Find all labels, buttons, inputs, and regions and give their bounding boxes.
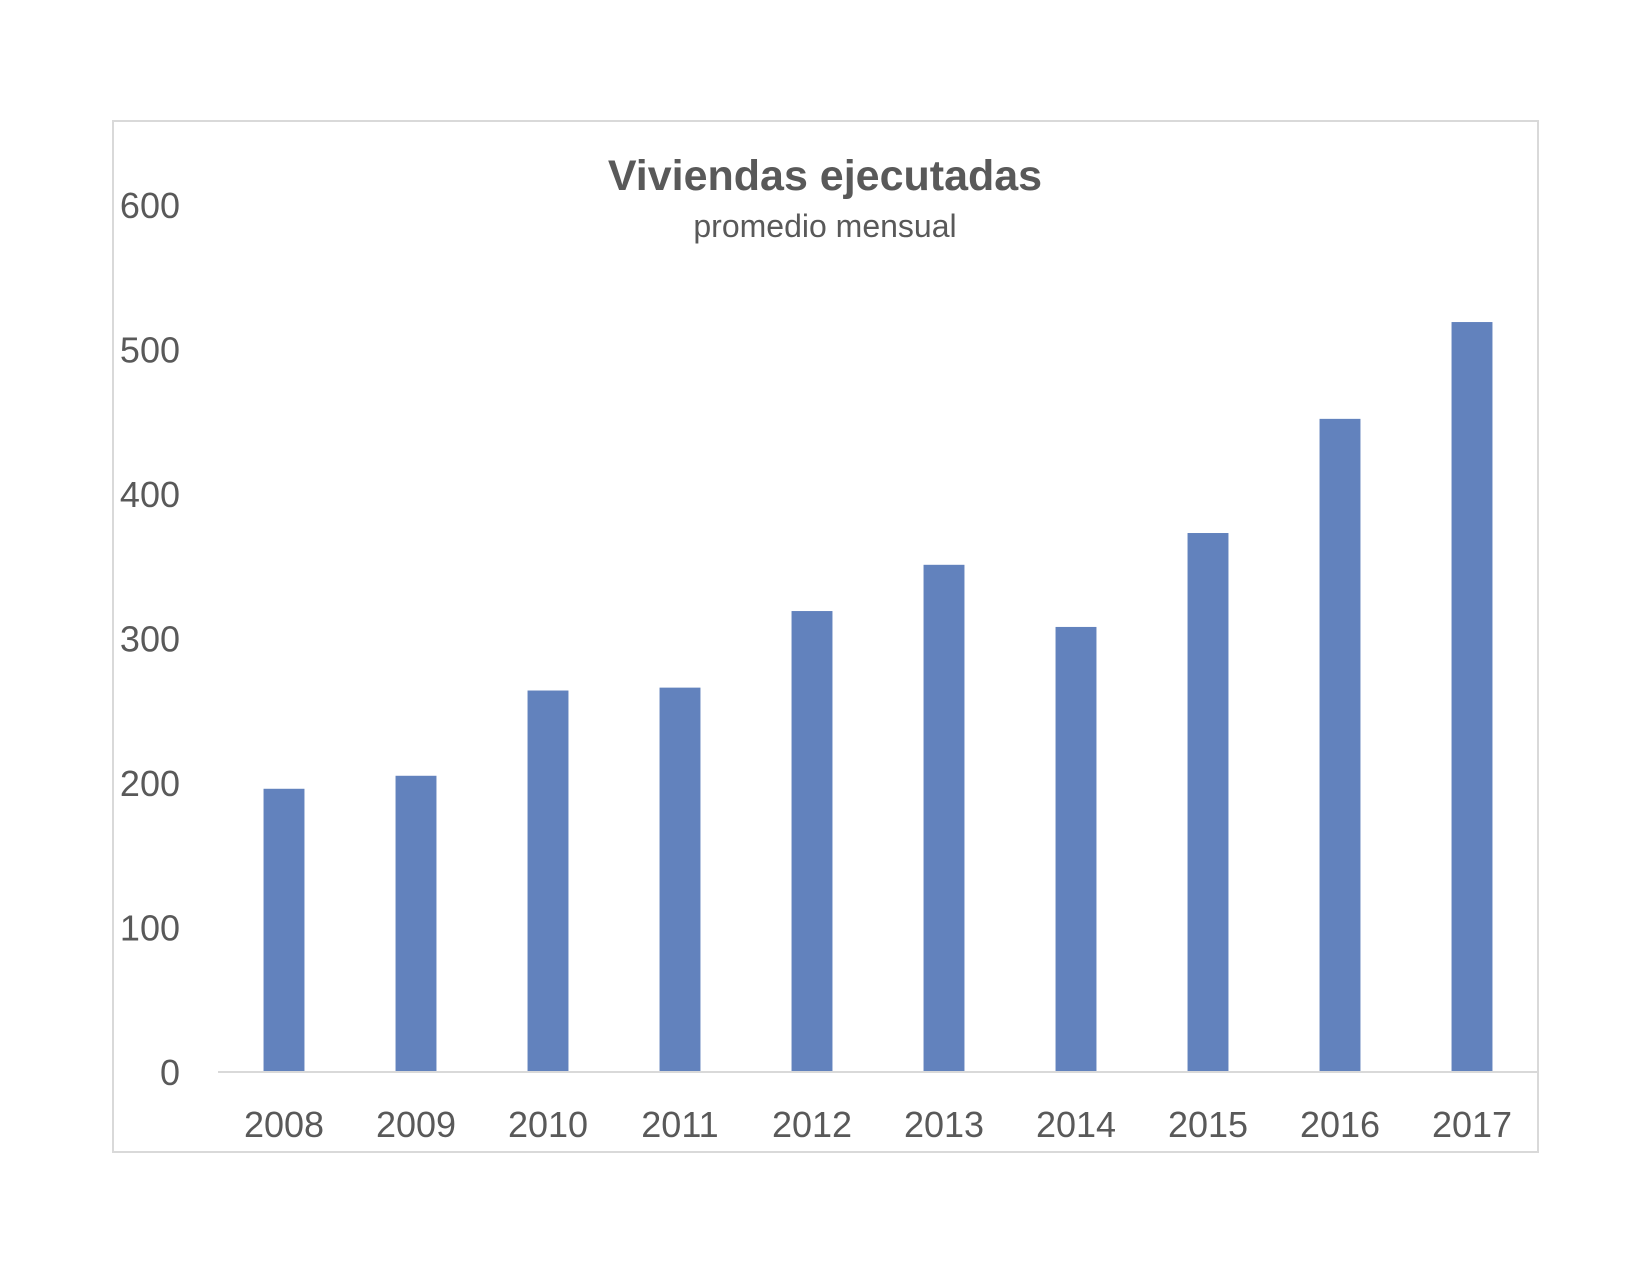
y-tick-label: 100	[120, 908, 180, 949]
x-tick-label: 2009	[376, 1104, 456, 1145]
bars-group	[263, 322, 1493, 1072]
x-tick-label: 2008	[244, 1104, 324, 1145]
x-tick-label: 2015	[1168, 1104, 1248, 1145]
x-tick-label: 2016	[1300, 1104, 1380, 1145]
y-tick-label: 0	[160, 1052, 180, 1093]
y-tick-label: 200	[120, 763, 180, 804]
bar-2014	[1055, 626, 1097, 1072]
y-tick-label: 400	[120, 474, 180, 515]
bar-2016	[1319, 418, 1361, 1072]
x-axis-ticks: 2008 2009 2010 2011 2012 2013 2014 2015 2016 2017	[244, 1104, 1512, 1145]
x-tick-label: 2012	[772, 1104, 852, 1145]
x-tick-label: 2011	[641, 1104, 718, 1145]
chart-subtitle: promedio mensual	[693, 208, 956, 244]
bar-2008	[263, 788, 305, 1072]
bar-2012	[791, 611, 833, 1072]
y-tick-label: 600	[120, 185, 180, 226]
bar-2011	[659, 687, 701, 1072]
bar-2015	[1187, 533, 1229, 1072]
x-tick-label: 2010	[508, 1104, 588, 1145]
y-tick-label: 300	[120, 619, 180, 660]
bar-2010	[527, 690, 569, 1072]
bar-2013	[923, 564, 965, 1072]
x-tick-label: 2013	[904, 1104, 984, 1145]
y-tick-label: 500	[120, 330, 180, 371]
x-tick-label: 2017	[1432, 1104, 1512, 1145]
chart-title: Viviendas ejecutadas	[608, 152, 1042, 200]
bar-2017	[1451, 322, 1493, 1072]
y-axis-ticks: 0 100 200 300 400 500 600	[120, 185, 180, 1093]
bar-2009	[395, 775, 437, 1072]
x-tick-label: 2014	[1036, 1104, 1116, 1145]
